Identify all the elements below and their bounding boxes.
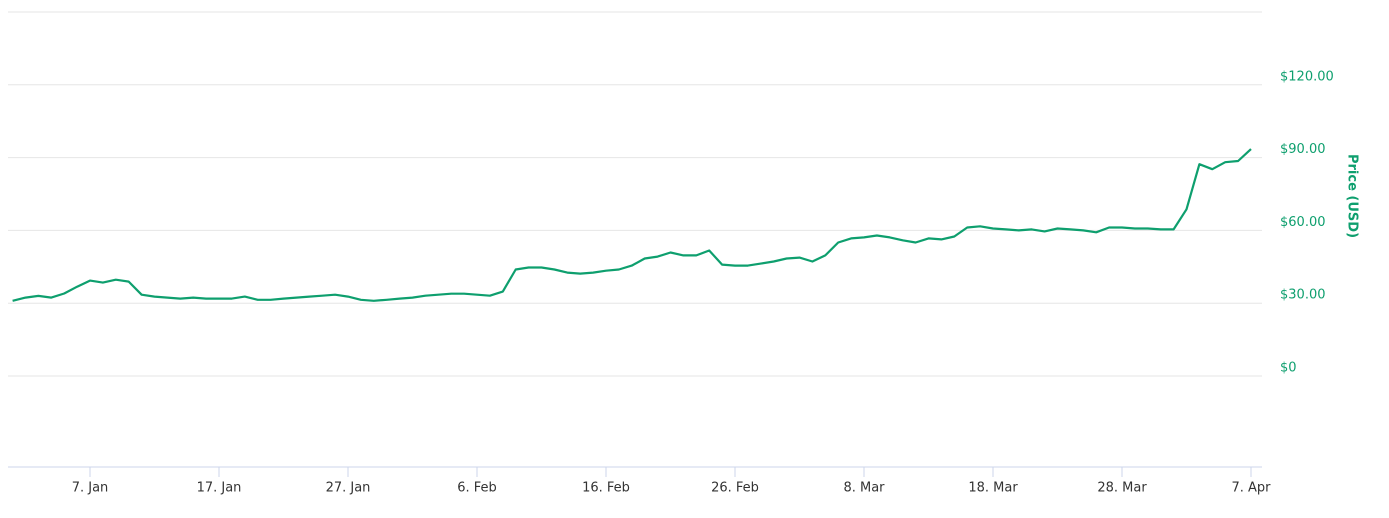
x-tick-label: 8. Mar: [843, 481, 885, 496]
x-tick-label: 28. Mar: [1097, 481, 1147, 496]
y-tick-label: $120.00: [1280, 69, 1334, 84]
y-tick-label: $0: [1280, 361, 1297, 376]
x-tick-label: 16. Feb: [582, 481, 630, 496]
x-tick-label: 7. Apr: [1231, 481, 1271, 496]
x-tick-label: 7. Jan: [72, 481, 109, 496]
x-tick-label: 18. Mar: [968, 481, 1018, 496]
x-tick-label: 26. Feb: [711, 481, 759, 496]
y-tick-label: $60.00: [1280, 215, 1326, 230]
y-tick-label: $30.00: [1280, 288, 1326, 303]
x-tick-label: 6. Feb: [457, 481, 497, 496]
price-line: [12, 148, 1252, 302]
x-tick-label: 17. Jan: [197, 481, 242, 496]
y-axis-title: Price (USD): [1345, 154, 1360, 238]
y-tick-label: $90.00: [1280, 142, 1326, 157]
x-tick-label: 27. Jan: [326, 481, 371, 496]
